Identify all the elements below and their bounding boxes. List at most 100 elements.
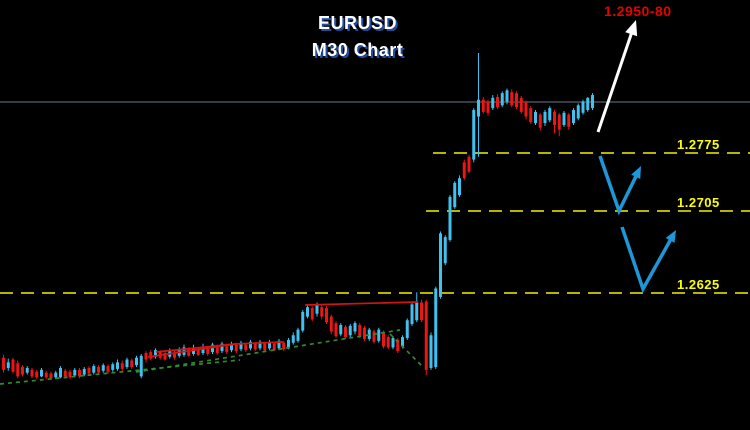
bull-candle-body <box>101 365 105 371</box>
breakout-projection-arrow <box>596 30 634 133</box>
bull-candle-body <box>139 355 143 377</box>
bear-candle-body <box>538 114 542 128</box>
bear-candle-body <box>78 369 81 377</box>
wedge-extension-line <box>234 341 284 345</box>
bull-candle-body <box>534 111 537 124</box>
bull-candle-body <box>315 304 319 314</box>
bull-candle-body <box>410 304 414 325</box>
bull-candle-body <box>296 329 300 341</box>
bear-candle-body <box>344 326 347 338</box>
bear-candle-body <box>515 93 518 108</box>
bull-candle-body <box>258 341 262 349</box>
bull-candle-body <box>301 311 305 331</box>
bull-candle-body <box>54 372 58 378</box>
bull-candle-body <box>443 237 447 264</box>
bear-candle-body <box>486 101 490 113</box>
bear-candle-body <box>386 337 390 348</box>
bull-candle-body <box>591 95 594 109</box>
pullback-projection-arrow-1 <box>598 155 639 216</box>
bear-candle-body <box>130 360 134 368</box>
bull-candle-body <box>25 367 29 373</box>
bull-candle-body <box>82 368 86 375</box>
bear-candle-body <box>215 347 219 354</box>
bull-candle-body <box>230 343 233 351</box>
bull-candle-body <box>543 111 547 124</box>
bear-candle-body <box>206 348 210 354</box>
bull-candle-body <box>491 97 495 109</box>
bear-candle-body <box>496 96 499 108</box>
bear-candle-body <box>481 99 485 112</box>
bear-candle-body <box>68 371 72 378</box>
bear-candle-body <box>467 156 471 172</box>
bull-candle-body <box>6 362 10 368</box>
bull-candle-body <box>500 93 504 106</box>
target-price-label: 1.2950-80 <box>604 3 672 19</box>
bear-candle-body <box>44 372 48 378</box>
bear-candle-body <box>97 367 100 373</box>
bear-candle-body <box>244 344 248 351</box>
bull-candle-body <box>505 90 509 102</box>
bull-candle-body <box>572 110 575 124</box>
bull-candle-body <box>477 99 480 117</box>
bear-candle-body <box>329 316 333 332</box>
bear-candle-body <box>234 344 238 352</box>
bear-candle-body <box>462 162 466 179</box>
bull-candle-body <box>211 344 214 353</box>
bull-candle-body <box>277 340 281 349</box>
bull-candle-body <box>220 343 224 352</box>
bull-candle-body <box>135 357 138 366</box>
bull-candle-body <box>576 105 580 119</box>
bear-candle-body <box>187 349 191 356</box>
bear-candle-body <box>2 357 5 370</box>
bear-candle-body <box>396 339 400 352</box>
bull-candle-body <box>353 323 357 332</box>
bear-candle-body <box>334 323 338 337</box>
bear-candle-body <box>225 346 229 353</box>
bull-candle-body <box>448 196 452 240</box>
bull-candle-body <box>401 337 404 347</box>
bull-candle-body <box>73 369 77 376</box>
chart-symbol-label: EURUSD <box>317 13 397 33</box>
bear-candle-body <box>16 363 20 377</box>
bear-candle-body <box>310 308 314 320</box>
bear-candle-body <box>30 369 34 377</box>
bull-candle-body <box>40 369 43 377</box>
bear-candle-body <box>144 353 148 360</box>
bull-candle-body <box>581 101 585 113</box>
pullback-projection-arrow-2 <box>620 226 674 294</box>
bull-candle-body <box>111 364 115 370</box>
bull-candle-body <box>367 329 371 339</box>
bull-candle-body <box>154 350 157 357</box>
bear-candle-body <box>49 373 53 379</box>
bear-candle-body <box>163 353 167 360</box>
bull-candle-body <box>116 362 119 369</box>
bull-candle-body <box>548 108 552 121</box>
bull-candle-body <box>434 288 438 368</box>
bear-candle-body <box>358 324 362 337</box>
bear-candle-body <box>510 92 514 106</box>
bull-candle-body <box>201 346 205 354</box>
bear-candle-body <box>519 97 523 112</box>
bear-candle-body <box>253 343 257 350</box>
chart-timeframe-label: M30 Chart <box>311 40 404 60</box>
breakout-projection-arrow-head <box>625 20 638 37</box>
bull-candle-body <box>306 307 309 317</box>
bull-candle-body <box>291 335 295 343</box>
peak-resistance-line <box>304 301 419 306</box>
bull-candle-body <box>562 112 566 125</box>
bear-candle-body <box>149 352 153 359</box>
bear-candle-body <box>320 307 324 317</box>
bull-candle-body <box>391 338 395 348</box>
pullback-projection-arrow-2-head <box>665 230 676 243</box>
bear-candle-body <box>529 108 533 123</box>
bear-candle-body <box>282 342 286 350</box>
bear-candle-body <box>372 331 376 342</box>
bull-candle-body <box>439 233 442 297</box>
bear-candle-body <box>21 367 24 375</box>
bull-candle-body <box>249 341 252 349</box>
bear-candle-body <box>87 367 91 374</box>
price-level-label-12625: 1.2625 <box>677 277 720 292</box>
bear-candle-body <box>420 302 423 321</box>
